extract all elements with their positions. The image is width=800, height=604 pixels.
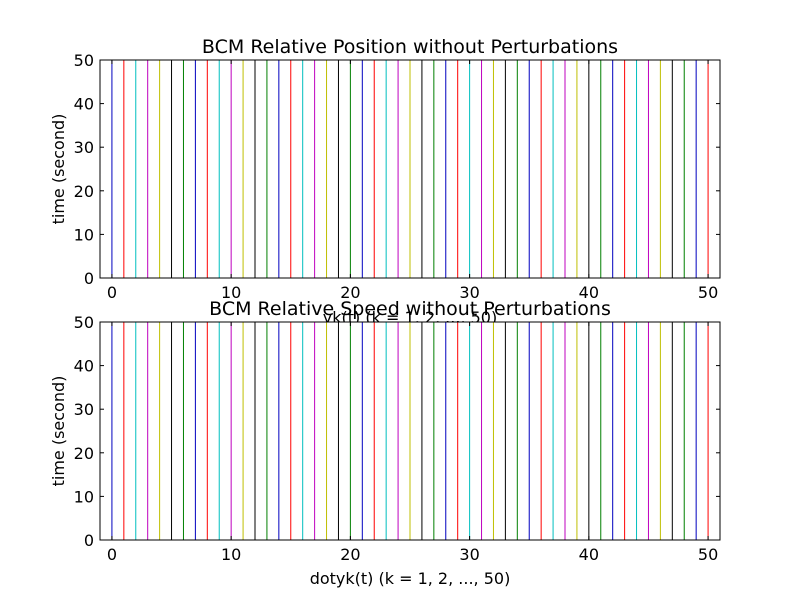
x-tick-label: 20	[340, 545, 360, 564]
x-tick-label: 10	[221, 545, 241, 564]
y-tick-label: 0	[84, 269, 94, 288]
chart-title: BCM Relative Speed without Perturbations	[209, 298, 611, 320]
y-axis-label: time (second)	[49, 114, 68, 225]
y-tick-label: 10	[74, 225, 94, 244]
x-tick-label: 0	[107, 545, 117, 564]
y-tick-label: 20	[74, 444, 94, 463]
x-tick-label: 20	[340, 283, 360, 302]
subplot-speed: 0 10 20 30 40 50 0 10 20 30 40 50 dotyk(t) (k = 1, 2…	[49, 298, 721, 588]
axes-frame	[99, 59, 721, 279]
x-axis-label: dotyk(t) (k = 1, 2, ..., 50)	[310, 569, 511, 588]
x-tick-label: 50	[698, 283, 718, 302]
chart-title: BCM Relative Position without Perturbati…	[202, 36, 618, 58]
x-tick-label: 40	[579, 283, 599, 302]
y-tick-label: 0	[84, 531, 94, 550]
y-axis-label: time (second)	[49, 376, 68, 487]
y-tick-label: 20	[74, 182, 94, 201]
y-tick-label: 40	[74, 95, 94, 114]
y-tick-label: 10	[74, 487, 94, 506]
x-tick-label: 10	[221, 283, 241, 302]
y-tick-label: 30	[74, 400, 94, 419]
x-tick-label: 30	[459, 545, 479, 564]
axes-frame	[99, 321, 721, 541]
x-tick-label: 40	[579, 545, 599, 564]
y-tick-label: 50	[74, 313, 94, 332]
x-tick-label: 0	[107, 283, 117, 302]
x-tick-label: 50	[698, 545, 718, 564]
y-tick-label: 50	[74, 51, 94, 70]
y-tick-label: 40	[74, 357, 94, 376]
y-tick-label: 30	[74, 138, 94, 157]
x-tick-label: 30	[459, 283, 479, 302]
